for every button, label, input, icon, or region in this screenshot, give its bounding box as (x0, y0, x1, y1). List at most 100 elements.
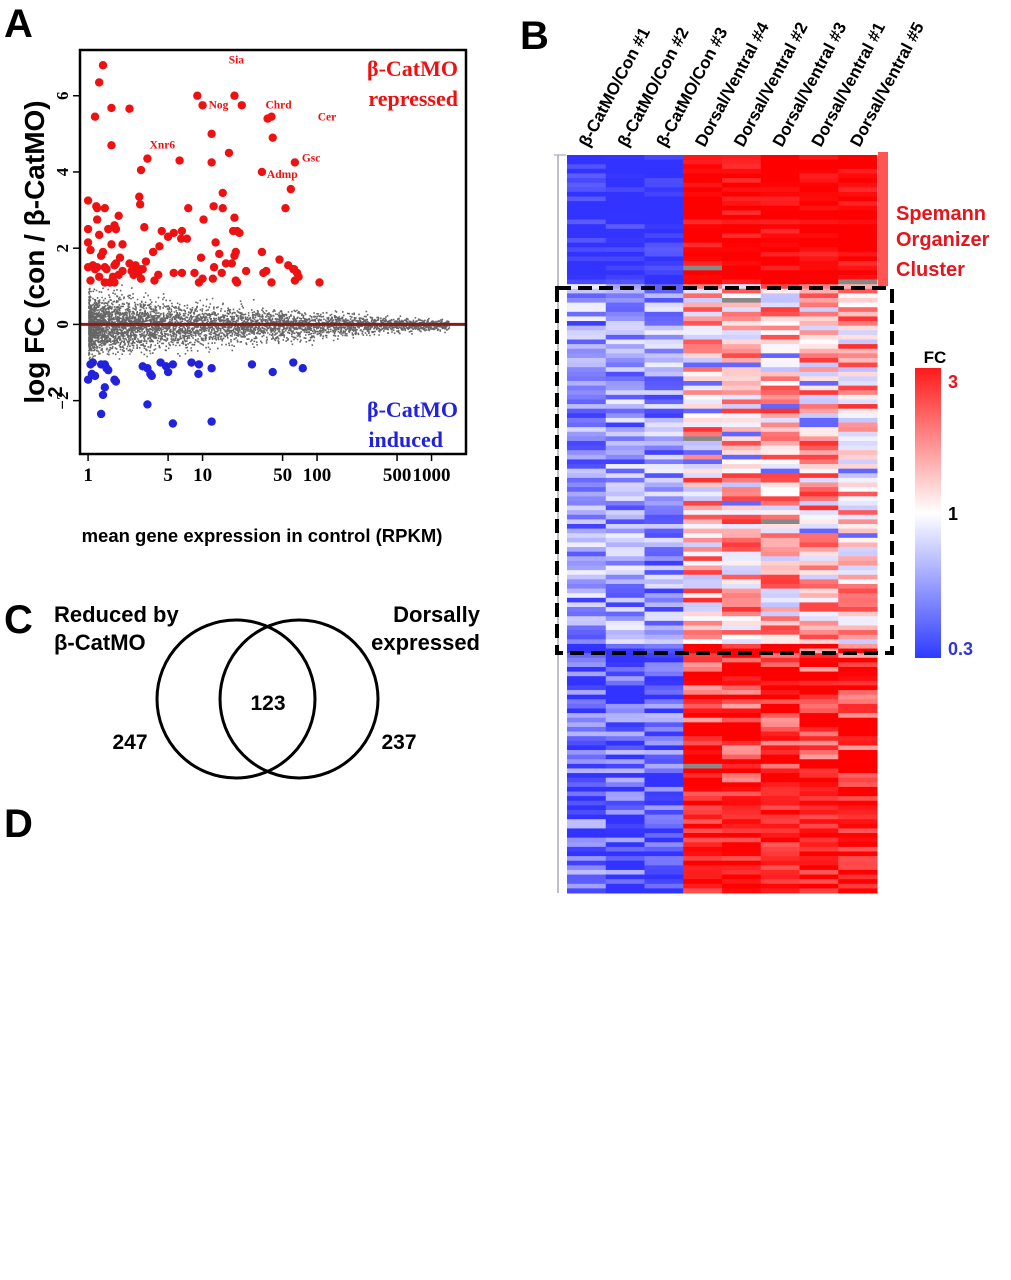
heatmap-cell (722, 602, 762, 608)
heatmap-cell (605, 791, 645, 797)
repressed-gene-point (148, 247, 158, 257)
heatmap-cell (567, 468, 607, 474)
repressed-gene-point (198, 274, 207, 283)
repressed-gene-point (143, 154, 152, 163)
heatmap-cell (683, 514, 723, 520)
heatmap-cell (838, 348, 878, 354)
heatmap-cell (605, 579, 645, 585)
gene-label-xnr6: Xnr6 (150, 140, 176, 152)
heatmap-cell (838, 722, 878, 728)
heatmap-cell (722, 846, 762, 852)
heatmap-cell (605, 713, 645, 719)
heatmap-cell (605, 653, 645, 659)
heatmap-cell (760, 325, 800, 331)
induced-gene-point (168, 360, 178, 369)
heatmap-cell (567, 205, 607, 211)
heatmap-cell (799, 597, 839, 603)
heatmap-cell (722, 159, 762, 165)
heatmap-cell (722, 422, 762, 428)
heatmap-cell (683, 731, 723, 737)
heatmap-cell (605, 450, 645, 456)
heatmap-cell (760, 750, 800, 756)
heatmap-cell (799, 178, 839, 184)
heatmap-cell (644, 482, 684, 488)
heatmap-cell (644, 348, 684, 354)
colorbar (915, 368, 941, 658)
heatmap-cell (683, 856, 723, 862)
repressed-gene-point (94, 78, 104, 87)
heatmap-cell (567, 671, 607, 677)
heatmap-cell (722, 311, 762, 317)
heatmap-cell (760, 865, 800, 871)
heatmap-cell (683, 168, 723, 174)
heatmap-cell (722, 607, 762, 613)
heatmap-cell (683, 381, 723, 387)
heatmap-cell (683, 325, 723, 331)
heatmap-cell (683, 579, 723, 585)
heatmap-cell (760, 699, 800, 705)
heatmap-cell (838, 542, 878, 548)
heatmap-cell (644, 653, 684, 659)
heatmap-cell (760, 164, 800, 170)
heatmap-cell (838, 547, 878, 553)
heatmap-cell (799, 750, 839, 756)
heatmap-cell (799, 874, 839, 880)
repressed-gene-point (218, 188, 227, 198)
heatmap-cell (838, 805, 878, 811)
repressed-gene-point (182, 234, 192, 243)
heatmap-cell (644, 205, 684, 211)
heatmap-cell (838, 482, 878, 488)
heatmap-cell (760, 842, 800, 848)
heatmap-cell (760, 256, 800, 262)
heatmap-cell (567, 445, 607, 451)
heatmap-cell (838, 699, 878, 705)
heatmap-cell (567, 159, 607, 165)
heatmap-cell (567, 750, 607, 756)
heatmap-cell (644, 445, 684, 451)
heatmap-cell (722, 653, 762, 659)
heatmap-cell (722, 828, 762, 834)
heatmap-cell (683, 740, 723, 746)
heatmap-cell (605, 445, 645, 451)
heatmap-cell (799, 279, 839, 285)
heatmap-cell (722, 413, 762, 419)
heatmap-cell (838, 593, 878, 599)
heatmap-cell (605, 210, 645, 216)
heatmap-cell (838, 611, 878, 617)
heatmap-cell (683, 427, 723, 433)
heatmap-cell (722, 348, 762, 354)
heatmap-cell (799, 261, 839, 267)
heatmap-cell (838, 500, 878, 507)
heatmap-cell (644, 745, 684, 751)
heatmap-cell (722, 500, 762, 507)
heatmap-cell (644, 699, 684, 705)
heatmap-cell (799, 325, 839, 331)
heatmap-cell (644, 168, 684, 174)
heatmap-cell (722, 505, 762, 511)
heatmap-cell (760, 745, 800, 751)
heatmap-cell (644, 394, 684, 400)
heatmap-cell (683, 164, 723, 170)
heatmap-cell (644, 833, 684, 839)
heatmap-cell (722, 464, 762, 470)
heatmap-cell (722, 888, 762, 894)
heatmap-cell (644, 685, 684, 691)
heatmap-cell (760, 828, 800, 834)
heatmap-cell (838, 782, 878, 788)
heatmap-cell (799, 680, 839, 686)
heatmap-cell (644, 321, 684, 327)
heatmap-cell (683, 159, 723, 165)
heatmap-cell (605, 224, 645, 230)
heatmap-cell (644, 431, 684, 437)
heatmap-cell (722, 362, 762, 368)
heatmap-cell (605, 381, 645, 387)
heatmap-cell (760, 805, 800, 811)
heatmap-cell (838, 865, 878, 871)
heatmap-cell (683, 588, 723, 594)
heatmap-cell (683, 690, 723, 696)
heatmap-cell (722, 657, 762, 663)
venn-diagram: Reduced by β-CatMO Dorsally expressed 12… (54, 602, 481, 780)
heatmap-cell (644, 583, 684, 590)
heatmap-cell (799, 556, 839, 562)
heatmap-cell (838, 454, 878, 460)
